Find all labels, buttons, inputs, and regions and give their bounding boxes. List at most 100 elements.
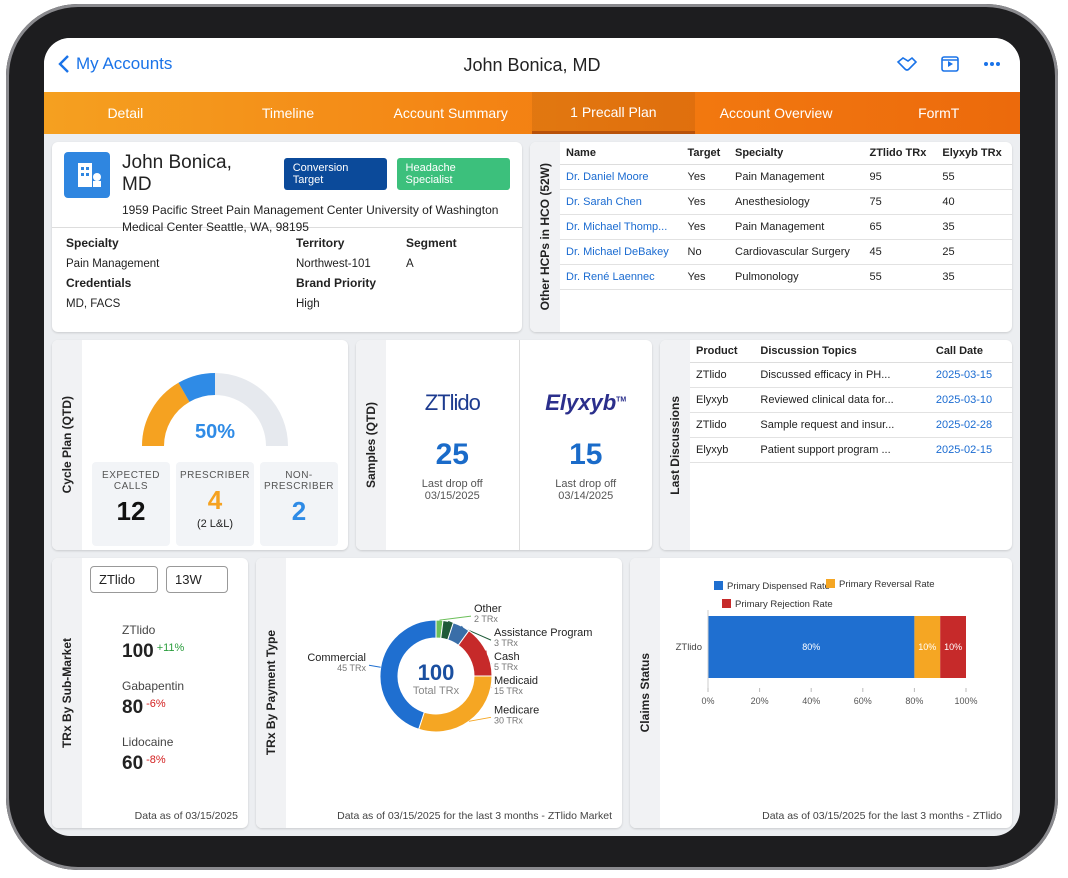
nav-icons	[896, 54, 1002, 74]
panel-side: Claims Status	[630, 558, 660, 828]
market-name: Lidocaine	[122, 735, 174, 749]
tab[interactable]: FormT	[918, 105, 960, 121]
profile-header: John Bonica, MD Conversion Target Headache…	[52, 142, 522, 234]
segment-name: Medicaid	[494, 675, 538, 687]
field: Credentials MD, FACS	[66, 276, 296, 310]
donut-total: 100	[418, 660, 455, 685]
legend-swatch	[722, 599, 731, 608]
table: Product Discussion Topics Call Date ZTlido D…	[690, 340, 1012, 463]
field-label: Brand Priority	[296, 276, 377, 290]
cell: Pulmonology	[729, 264, 864, 290]
market-value: 80	[122, 697, 144, 718]
table-row: Dr. Michael Thomp... Yes Pain Management 65…	[560, 214, 1012, 240]
market-item: Lidocaine 60 -8%	[82, 719, 248, 775]
field-label: Credentials	[66, 276, 132, 290]
stat-value: 4	[207, 485, 223, 515]
table-row: Elyxyb Reviewed clinical data for... 2025-…	[690, 387, 1012, 413]
x-tick-label: 100%	[954, 696, 977, 706]
back-label[interactable]: My Accounts	[76, 54, 173, 73]
cell: ZTlido	[690, 412, 755, 438]
segment-name: Assistance Program	[494, 627, 592, 639]
samples-content: ZTlido 25 Last drop off 03/15/2025 ElyxybTM 1…	[386, 340, 652, 550]
field-value: Northwest-101	[296, 258, 371, 270]
brand-name: ZTlido	[424, 390, 481, 415]
tab[interactable]: Account Summary	[393, 105, 508, 121]
field: Segment A	[406, 236, 508, 270]
panel-title: Other HCPs in HCO (52W)	[538, 163, 552, 311]
leader-line	[439, 615, 472, 621]
cell: Discussed efficacy in PH...	[754, 362, 930, 388]
legend-swatch	[714, 581, 723, 590]
handshake-icon[interactable]	[896, 54, 918, 74]
back-button[interactable]: My Accounts	[58, 54, 172, 74]
sample-date: 03/15/2025	[424, 490, 480, 502]
category-label: ZTlido	[676, 642, 702, 653]
x-tick-label: 60%	[854, 696, 872, 706]
segment-value: 15 TRx	[494, 686, 523, 696]
cell: Yes	[681, 164, 729, 190]
bar-label: 10%	[918, 642, 936, 652]
cell[interactable]: 2025-02-28	[929, 412, 1012, 438]
table-row: Dr. René Laennec Yes Pulmonology 55 35	[560, 264, 1012, 290]
bar-segment	[914, 616, 941, 678]
market-line: 60 -8%	[122, 753, 248, 775]
market-item: Gabapentin 80 -6%	[82, 663, 248, 719]
segment-name: Other	[474, 603, 502, 615]
panel-title: Cycle Plan (QTD)	[60, 396, 74, 494]
address: 1959 Pacific Street Pain Management Cent…	[122, 203, 499, 234]
brand-name: Elyxyb	[545, 390, 617, 415]
filter-select[interactable]: ZTlido	[90, 566, 158, 593]
cell: Anesthesiology	[729, 189, 864, 215]
cell: 55	[936, 164, 1012, 190]
donut-segment	[457, 629, 493, 677]
discussions-content: Product Discussion Topics Call Date ZTlido D…	[690, 340, 1012, 550]
field-label: Segment	[406, 236, 457, 250]
sample-caption: Last drop off	[555, 478, 617, 490]
cell[interactable]: 2025-03-15	[929, 362, 1012, 388]
tab[interactable]: Detail	[107, 105, 144, 121]
filter-select[interactable]: 13W	[166, 566, 228, 593]
stat: PRESCRIBER 4 (2 L&L)	[175, 462, 254, 546]
footnote: Data as of 03/15/2025 for the last 3 mon…	[337, 810, 612, 822]
column-header: Product	[690, 340, 755, 363]
payment-panel: TRx By Payment Type Other 2 TRx Assistance…	[256, 558, 622, 828]
more-icon[interactable]	[982, 54, 1002, 74]
cell[interactable]: Dr. Daniel Moore	[560, 164, 682, 190]
payment-content: Other 2 TRx Assistance Program 3 TRx Cash 5 T…	[286, 558, 622, 828]
tab[interactable]: Timeline	[261, 105, 315, 121]
cell[interactable]: Dr. Sarah Chen	[560, 189, 682, 215]
cell[interactable]: Dr. René Laennec	[560, 264, 682, 290]
cell: 40	[936, 189, 1012, 215]
table-header: Product Discussion Topics Call Date	[690, 340, 1012, 363]
column-header: Name	[560, 142, 682, 165]
nav-title: John Bonica, MD	[463, 54, 601, 75]
table-row: Dr. Sarah Chen Yes Anesthesiology 75 40	[560, 189, 1012, 215]
cell: No	[681, 239, 729, 265]
market-line: 100 +11%	[122, 641, 248, 663]
bar-segment	[708, 616, 915, 678]
bar-segment	[940, 616, 966, 678]
tab[interactable]: Account Overview	[719, 105, 833, 121]
brand-logo: ZTlido	[386, 390, 519, 416]
sample-caption: Last drop off	[421, 478, 483, 490]
tab[interactable]: 1 Precall Plan	[532, 92, 695, 134]
name-line: John Bonica, MD Conversion Target Headache…	[122, 152, 510, 196]
cell[interactable]: Dr. Michael Thomp...	[560, 214, 682, 240]
segment-name: Medicare	[494, 704, 539, 716]
market-name: ZTlido	[122, 623, 156, 637]
cell: 35	[936, 264, 1012, 290]
submarket-content: ZTlido 13W ZTlido 100 +11% Gabapentin 80 -6% Lid…	[82, 558, 248, 828]
leader-line	[368, 664, 381, 668]
video-icon[interactable]	[940, 54, 960, 74]
cell: 65	[863, 214, 937, 240]
claims-chart: Primary Dispensed Rate Primary Reversal R…	[676, 579, 978, 706]
cell[interactable]: 2025-03-10	[929, 387, 1012, 413]
market-item: ZTlido 100 +11%	[82, 601, 248, 663]
brand-logo: ElyxybTM	[520, 390, 653, 416]
cell[interactable]: Dr. Michael DeBakey	[560, 239, 682, 265]
hcp-panel: Other HCPs in HCO (52W) Name Target Specia…	[530, 142, 1012, 332]
market-name: Gabapentin	[122, 679, 185, 693]
leader-line	[468, 716, 492, 722]
cell[interactable]: 2025-02-15	[929, 437, 1012, 463]
cell: 45	[863, 239, 937, 265]
